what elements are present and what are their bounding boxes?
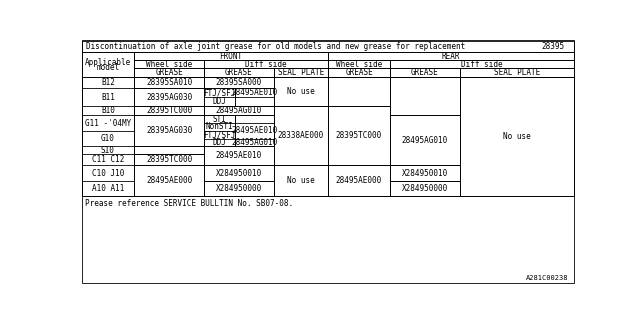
Text: 28495AE000: 28495AE000 — [146, 176, 192, 185]
Bar — [460, 68, 575, 77]
Text: G10: G10 — [101, 134, 115, 143]
Text: SEAL PLATE: SEAL PLATE — [494, 68, 540, 77]
Text: B11: B11 — [101, 93, 115, 102]
Text: GREASE: GREASE — [411, 68, 439, 77]
Text: No use: No use — [503, 132, 531, 141]
Bar — [134, 154, 204, 165]
Text: FTJ/SFJ: FTJ/SFJ — [204, 88, 236, 97]
Bar — [134, 106, 204, 116]
Bar — [134, 88, 204, 106]
Text: A281C00238: A281C00238 — [525, 275, 568, 281]
Text: S10: S10 — [101, 146, 115, 155]
Text: No use: No use — [287, 176, 315, 185]
Bar — [134, 77, 204, 88]
Text: B12: B12 — [101, 78, 115, 87]
Text: SEAL PLATE: SEAL PLATE — [278, 68, 324, 77]
Text: 28395TC000: 28395TC000 — [146, 106, 192, 115]
Bar — [81, 42, 575, 52]
Text: No use: No use — [287, 87, 315, 96]
Bar — [328, 52, 575, 60]
Bar — [328, 60, 390, 68]
Bar — [274, 68, 328, 77]
Bar — [204, 106, 274, 116]
Bar — [390, 116, 460, 165]
Text: DDJ: DDJ — [212, 138, 227, 147]
Bar — [204, 60, 328, 68]
Bar — [204, 181, 274, 196]
Text: 28495AE010: 28495AE010 — [216, 151, 262, 160]
Text: X284950000: X284950000 — [402, 184, 448, 193]
Bar — [328, 68, 390, 77]
Text: 28395AG030: 28395AG030 — [146, 93, 192, 102]
Bar — [134, 116, 204, 146]
Text: model: model — [97, 63, 120, 72]
Text: FTJ/SFJ: FTJ/SFJ — [204, 130, 236, 139]
Text: Diff side: Diff side — [245, 60, 287, 69]
Text: C10 J10: C10 J10 — [92, 169, 124, 178]
Bar — [390, 165, 460, 181]
Text: 28495AE010: 28495AE010 — [231, 88, 278, 97]
Text: 28495AG010: 28495AG010 — [231, 138, 278, 147]
Bar — [274, 165, 328, 196]
Bar — [390, 181, 460, 196]
Bar — [204, 146, 274, 165]
Bar — [328, 77, 390, 106]
Text: Wheel side: Wheel side — [146, 60, 192, 69]
Text: 28395: 28395 — [541, 42, 564, 52]
Bar — [81, 52, 134, 77]
Bar — [204, 88, 235, 106]
Text: G11 -'04MY: G11 -'04MY — [84, 119, 131, 128]
Bar — [134, 52, 328, 60]
Bar — [390, 77, 460, 116]
Text: X284950010: X284950010 — [216, 169, 262, 178]
Bar — [328, 106, 390, 165]
Text: Diff side: Diff side — [461, 60, 503, 69]
Text: 28395TC000: 28395TC000 — [336, 131, 382, 140]
Bar — [204, 68, 274, 77]
Bar — [134, 165, 204, 196]
Text: 28395TC000: 28395TC000 — [146, 155, 192, 164]
Text: FRONT: FRONT — [220, 52, 243, 60]
Bar — [460, 77, 575, 196]
Text: C11 C12: C11 C12 — [92, 155, 124, 164]
Text: 28495AE010: 28495AE010 — [231, 126, 278, 135]
Text: Discontinuation of axle joint grease for old models and new grease for replaceme: Discontinuation of axle joint grease for… — [86, 42, 465, 52]
Text: X284950000: X284950000 — [216, 184, 262, 193]
Text: Applicable: Applicable — [84, 58, 131, 67]
Text: 28495AG010: 28495AG010 — [216, 106, 262, 115]
Text: B10: B10 — [101, 106, 115, 115]
Bar — [204, 116, 235, 146]
Text: Prease reference SERVICE BULLTIN No. SB07-08.: Prease reference SERVICE BULLTIN No. SB0… — [84, 199, 292, 208]
Bar — [81, 77, 575, 196]
Bar — [274, 77, 328, 106]
Text: 28495AG010: 28495AG010 — [402, 136, 448, 145]
Bar — [204, 77, 274, 88]
Bar — [235, 116, 274, 146]
Text: Wheel side: Wheel side — [336, 60, 382, 69]
Text: 28338AE000: 28338AE000 — [278, 131, 324, 140]
Text: STI: STI — [212, 115, 227, 124]
Bar — [134, 68, 204, 77]
Bar — [274, 106, 328, 165]
Text: NonSTI: NonSTI — [205, 123, 234, 132]
Text: GREASE: GREASE — [345, 68, 373, 77]
Bar — [235, 88, 274, 106]
Text: A10 A11: A10 A11 — [92, 184, 124, 193]
Text: 28495AE000: 28495AE000 — [336, 176, 382, 185]
Text: REAR: REAR — [442, 52, 460, 60]
Text: 28395SA000: 28395SA000 — [216, 78, 262, 87]
Bar — [134, 146, 204, 154]
Bar — [390, 60, 575, 68]
Text: X284950010: X284950010 — [402, 169, 448, 178]
Bar — [204, 165, 274, 181]
Bar — [328, 165, 390, 196]
Text: 28395AG030: 28395AG030 — [146, 126, 192, 135]
Text: 28395SA010: 28395SA010 — [146, 78, 192, 87]
Text: GREASE: GREASE — [156, 68, 183, 77]
Bar — [134, 60, 204, 68]
Bar — [390, 68, 460, 77]
Text: DDJ: DDJ — [212, 97, 227, 106]
Text: GREASE: GREASE — [225, 68, 253, 77]
